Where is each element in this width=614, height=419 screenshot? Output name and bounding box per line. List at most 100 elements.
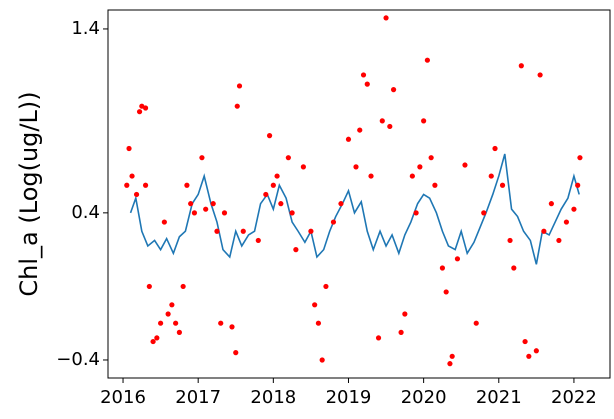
data-line <box>129 153 580 265</box>
data-point <box>364 81 370 87</box>
data-point <box>577 155 583 161</box>
data-point <box>133 191 140 198</box>
data-point <box>161 219 167 225</box>
y-axis-label: Chl_a (Log(ug/L)) <box>15 91 43 296</box>
data-point <box>398 329 404 335</box>
data-point <box>214 228 220 234</box>
data-point <box>158 320 164 326</box>
data-point <box>234 103 240 109</box>
data-point <box>522 338 528 345</box>
data-point <box>266 133 273 139</box>
x-tick-label: 2020 <box>401 387 447 408</box>
data-point <box>126 145 132 152</box>
data-point <box>293 247 299 253</box>
data-point <box>169 302 175 308</box>
data-point <box>263 191 269 198</box>
data-point <box>375 335 382 341</box>
data-point <box>308 228 314 234</box>
data-point <box>454 256 461 262</box>
x-tick-label: 2021 <box>476 387 522 408</box>
data-point <box>278 201 284 207</box>
data-point <box>210 201 216 207</box>
data-point <box>368 173 374 179</box>
data-point <box>142 182 149 188</box>
data-point <box>428 155 434 161</box>
data-point <box>146 283 152 290</box>
data-point <box>300 164 306 170</box>
data-point <box>289 210 295 216</box>
data-point <box>285 155 291 161</box>
data-point <box>129 173 135 179</box>
data-point <box>526 353 532 359</box>
data-point <box>218 320 224 326</box>
data-point <box>473 320 479 326</box>
data-point <box>330 219 337 225</box>
x-tick-label: 2019 <box>326 387 372 408</box>
data-point <box>312 302 318 308</box>
data-point <box>191 210 198 216</box>
data-point <box>492 145 498 152</box>
data-point <box>345 136 352 142</box>
data-point <box>443 289 449 295</box>
data-point <box>176 329 182 335</box>
data-point <box>165 311 171 317</box>
data-point <box>270 182 276 188</box>
data-point <box>575 182 581 188</box>
data-point <box>240 228 246 234</box>
data-point <box>199 155 205 161</box>
y-tick-label: −0.4 <box>56 349 100 370</box>
data-point <box>481 210 487 216</box>
plot-frame <box>107 9 611 379</box>
data-point <box>383 15 389 21</box>
data-point <box>236 83 243 89</box>
data-point <box>221 210 228 216</box>
y-tick-label: 0.4 <box>71 202 100 223</box>
data-point <box>233 350 239 356</box>
data-point <box>319 357 325 363</box>
data-point <box>439 265 446 271</box>
data-point <box>124 182 130 188</box>
data-point <box>188 201 194 207</box>
x-tick-label: 2022 <box>551 387 597 408</box>
x-tick-label: 2017 <box>175 387 221 408</box>
data-point <box>379 118 385 124</box>
data-point <box>571 206 577 212</box>
data-point <box>142 105 149 111</box>
data-point <box>548 201 554 207</box>
data-point <box>449 353 455 359</box>
data-point <box>424 57 430 63</box>
x-tick-label: 2018 <box>250 387 296 408</box>
data-point <box>338 201 344 207</box>
data-point <box>360 72 367 78</box>
data-point <box>499 182 506 188</box>
data-point <box>447 361 453 367</box>
data-point <box>136 109 143 115</box>
data-point <box>323 283 329 290</box>
data-point <box>390 87 397 93</box>
data-point <box>421 118 427 124</box>
data-point <box>533 348 539 354</box>
data-point <box>387 123 393 130</box>
y-tick-label: 1.4 <box>71 18 100 39</box>
data-point <box>229 324 235 330</box>
data-point <box>462 162 468 168</box>
data-point <box>556 237 562 244</box>
data-point <box>511 265 517 271</box>
data-point <box>315 320 322 326</box>
data-point <box>507 237 513 244</box>
data-point <box>180 283 186 290</box>
data-point <box>563 219 570 225</box>
data-point <box>409 173 415 179</box>
x-tick-label: 2016 <box>100 387 146 408</box>
data-point <box>417 164 423 170</box>
data-point <box>184 182 190 188</box>
data-point <box>353 164 359 170</box>
data-point <box>537 72 543 78</box>
data-point <box>255 237 261 244</box>
data-point <box>203 206 209 212</box>
data-point <box>357 127 363 133</box>
data-point <box>274 173 280 179</box>
data-point <box>541 228 547 234</box>
data-point <box>173 320 179 326</box>
